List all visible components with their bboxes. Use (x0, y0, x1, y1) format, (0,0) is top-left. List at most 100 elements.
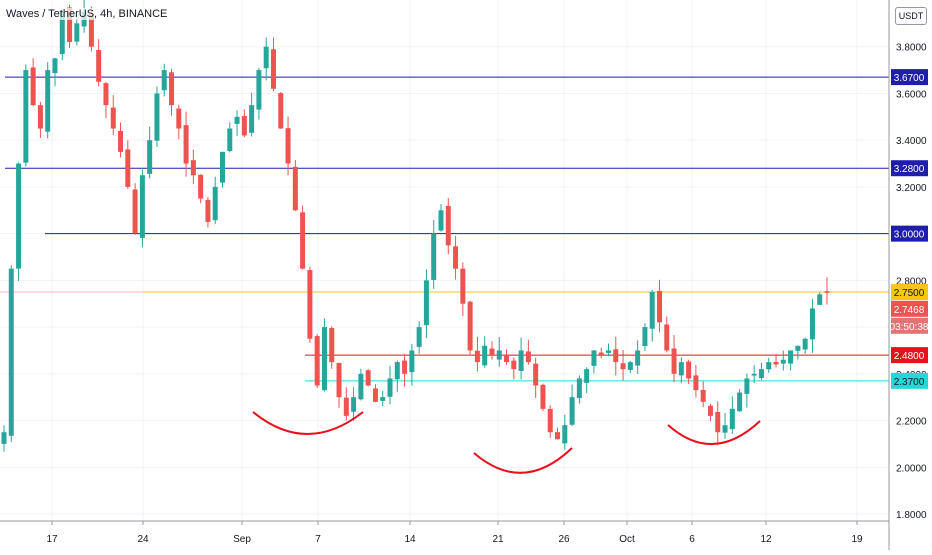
candle-body (118, 130, 124, 152)
level-price-label: 3.6700 (894, 73, 925, 84)
candle-body (511, 360, 517, 370)
candle-body (423, 280, 429, 326)
candle-body (700, 389, 706, 402)
candle-body (642, 327, 648, 347)
candle-body (314, 336, 320, 386)
candle-body (686, 361, 692, 379)
candle-body (103, 83, 109, 106)
candle-body (183, 125, 189, 164)
candle-body (132, 189, 138, 234)
candle-body (788, 350, 794, 364)
candle-body (656, 290, 662, 323)
candle-body (358, 373, 364, 400)
candle-body (1, 432, 7, 444)
head-arc (473, 447, 573, 474)
candle-body (256, 70, 262, 110)
candle-body (474, 350, 480, 363)
candle-body (88, 14, 94, 47)
candle-body (402, 360, 408, 374)
x-tick-label: 24 (137, 534, 149, 545)
candle-body (562, 425, 568, 444)
candle-body (16, 163, 22, 269)
level-price-label: 3.0000 (894, 230, 925, 241)
candle-body (74, 23, 80, 42)
y-tick-label: 3.8000 (896, 43, 927, 54)
level-price-label-bg (891, 160, 928, 177)
grid (0, 0, 889, 521)
x-tick-label: 7 (315, 534, 321, 545)
candle-body (678, 362, 684, 376)
candle-body (285, 128, 291, 164)
candle-body (321, 327, 327, 391)
candle-body (627, 362, 633, 370)
level-price-label: 2.7500 (894, 288, 925, 299)
candle-body (110, 107, 116, 129)
level-price-label-bg (891, 69, 928, 86)
candle-body (482, 345, 488, 366)
candle-body (729, 408, 735, 430)
candle-body (693, 375, 699, 391)
candle-body (198, 174, 204, 199)
level-price-label: 2.4800 (894, 351, 925, 362)
candle-body (234, 116, 240, 124)
candle-body (445, 205, 451, 246)
candle-body (467, 301, 473, 351)
candle-body (460, 268, 466, 304)
y-tick-label: 3.6000 (896, 89, 927, 100)
current-price-bg (891, 300, 928, 317)
y-tick-label: 3.4000 (896, 136, 927, 147)
candle-body (52, 58, 58, 74)
candle-body (598, 352, 604, 356)
candle-body (147, 140, 153, 174)
candle-body (227, 128, 233, 152)
candle-body (533, 363, 539, 386)
current-price-label: 2.7468 (894, 305, 925, 316)
candle-body (190, 160, 196, 176)
candle-body (649, 292, 655, 329)
candle-body (576, 378, 582, 399)
candle-body (139, 175, 145, 238)
candle-body (766, 362, 772, 370)
candle-body (409, 350, 415, 373)
level-price-label-bg (891, 225, 928, 242)
candle-body (125, 149, 131, 187)
candle-body (591, 350, 597, 366)
candle-body (737, 392, 743, 412)
candle-body (758, 369, 764, 378)
candle-body (154, 93, 160, 141)
candle-body (453, 246, 459, 269)
candle-body (241, 115, 247, 136)
candle-body (540, 384, 546, 409)
candle-body (380, 397, 386, 401)
candle-body (169, 72, 175, 106)
candle-body (824, 291, 830, 293)
candle-body (372, 388, 378, 402)
x-tick-label: 6 (689, 534, 695, 545)
candle-body (751, 373, 757, 376)
candle-body (431, 233, 437, 280)
candle-body (489, 348, 495, 356)
y-tick-label: 1.8000 (896, 510, 927, 521)
candle-body (707, 405, 713, 416)
pattern-arcs (252, 411, 761, 474)
candle-body (307, 270, 313, 339)
x-tick-label: Sep (233, 534, 251, 545)
candle-body (270, 49, 276, 89)
candle-body (555, 432, 561, 440)
candle-body (205, 199, 211, 222)
candle-body (780, 359, 786, 364)
candle-body (635, 350, 641, 366)
candle-body (496, 350, 502, 360)
y-tick-label: 2.0000 (896, 463, 927, 474)
candle-body (329, 327, 335, 363)
candle-body (96, 49, 102, 82)
currency-badge[interactable]: USDT (895, 7, 927, 25)
candle-body (45, 70, 51, 132)
horizontal-levels[interactable] (0, 76, 889, 382)
candle-body (343, 397, 349, 416)
candle-body (351, 397, 357, 412)
level-price-label: 3.2800 (894, 164, 925, 175)
